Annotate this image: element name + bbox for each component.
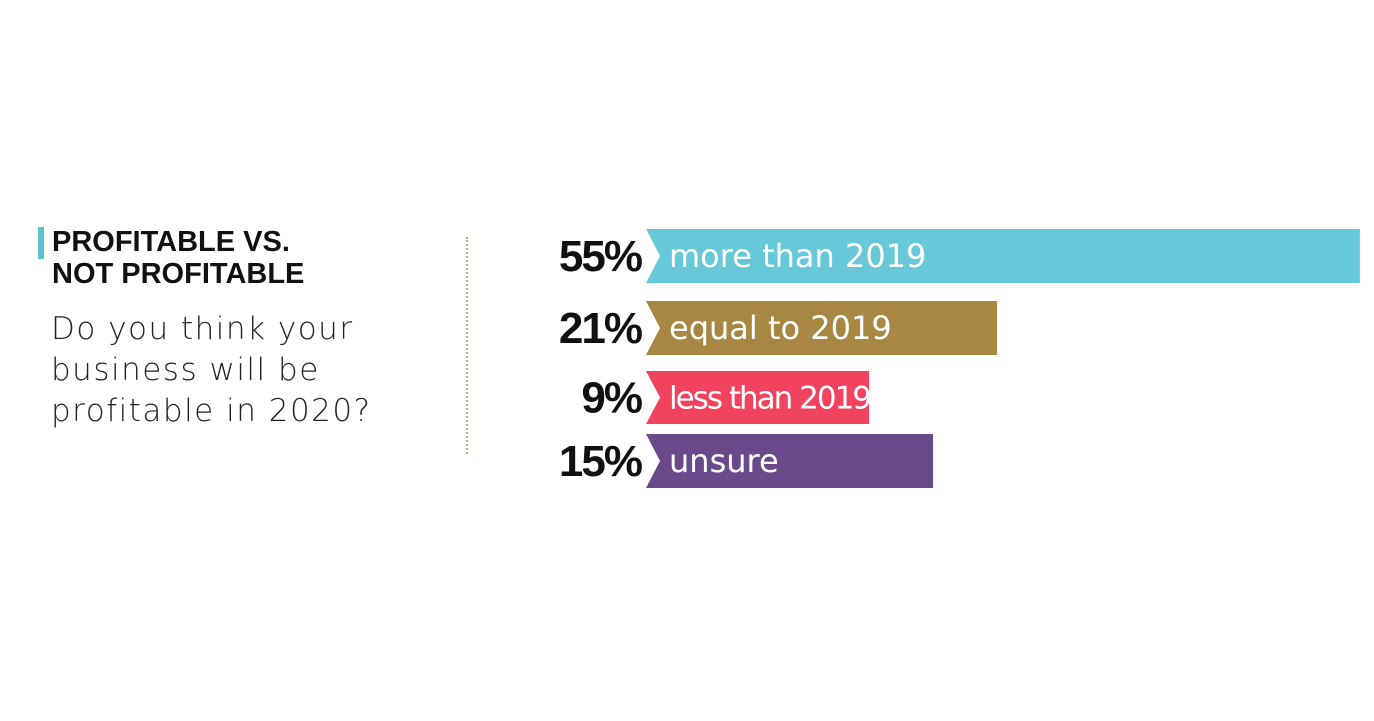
bar-2	[646, 371, 870, 424]
value-label: 55%	[559, 232, 642, 281]
category-label: more than 2019	[669, 237, 926, 275]
chart-subtitle: Do you think your business will be profi…	[51, 311, 372, 429]
category-label: less than 2019	[669, 381, 870, 417]
divider	[466, 237, 468, 454]
bar-1	[646, 301, 998, 355]
bar-0	[646, 229, 1360, 283]
chart-title: PROFITABLE VS. NOT PROFITABLE	[52, 226, 305, 290]
value-label: 9%	[581, 374, 641, 423]
value-label: 21%	[559, 304, 642, 353]
title-accent-bar	[38, 227, 44, 259]
bar-3	[646, 434, 934, 488]
category-label: unsure	[669, 442, 779, 480]
value-label: 15%	[559, 437, 642, 486]
category-label: equal to 2019	[669, 309, 892, 347]
